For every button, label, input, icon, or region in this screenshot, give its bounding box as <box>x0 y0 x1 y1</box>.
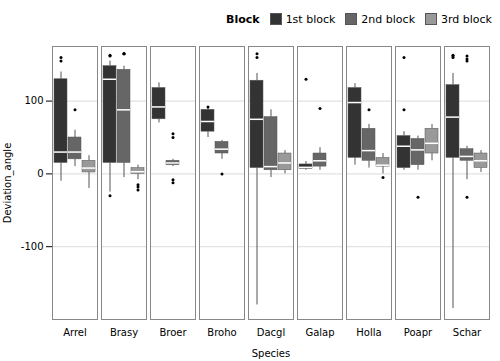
svg-text:Broer: Broer <box>159 327 187 338</box>
html-text:Block: Block <box>226 12 260 26</box>
svg-text:Deviation_angle: Deviation_angle <box>2 143 14 224</box>
svg-text:-100: -100 <box>21 241 44 252</box>
svg-text:Dacgl: Dacgl <box>257 327 285 338</box>
html-text:1st block: 1st block <box>285 12 336 26</box>
svg-text:100: 100 <box>24 95 43 106</box>
svg-text:Poapr: Poapr <box>404 327 433 338</box>
html-text:2nd block: 2nd block <box>361 12 415 26</box>
svg-text:Arrel: Arrel <box>63 327 87 338</box>
svg-text:Holla: Holla <box>356 327 381 338</box>
svg-text:Galap: Galap <box>305 327 334 338</box>
svg-text:0: 0 <box>37 168 43 179</box>
svg-text:Schar: Schar <box>453 327 482 338</box>
svg-text:Brasy: Brasy <box>110 327 138 338</box>
html-text:3rd block: 3rd block <box>441 12 492 26</box>
svg-text:Species: Species <box>252 348 291 359</box>
svg-text:Broho: Broho <box>207 327 236 338</box>
